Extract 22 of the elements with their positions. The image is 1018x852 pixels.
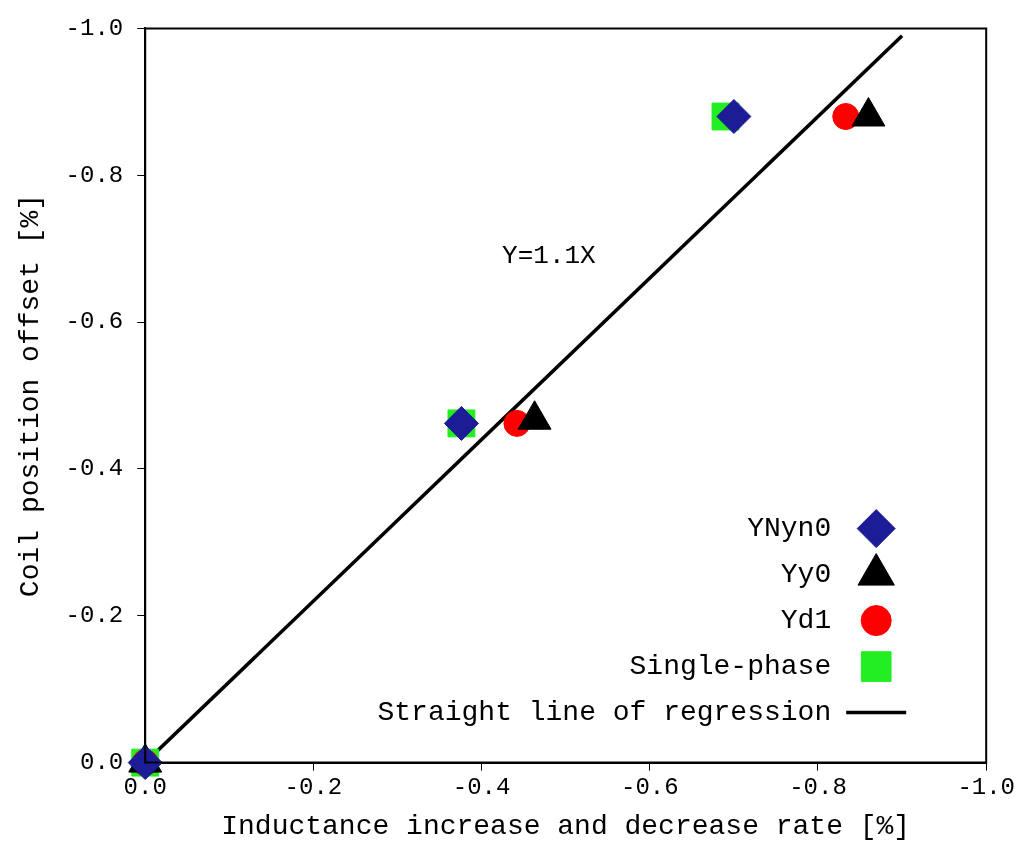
y-tick-label: -0.2 — [65, 602, 124, 630]
x-tick-label: -1.0 — [957, 774, 1015, 802]
legend-label: YNyn0 — [747, 513, 832, 545]
annotation: Y=1.1X — [502, 240, 597, 271]
point — [832, 103, 860, 130]
x-tick-label: -0.8 — [789, 774, 847, 802]
legend-label: Yy0 — [780, 559, 832, 591]
y-tick-label: -0.4 — [65, 455, 124, 483]
y-tick-label: 0.0 — [79, 748, 124, 776]
legend-label: Single-phase — [629, 651, 832, 683]
x-tick-label: -0.4 — [452, 774, 511, 802]
x-tick-label: 0.0 — [123, 774, 167, 802]
y-tick-label: -1.0 — [65, 14, 124, 42]
legend-label: Straight line of regression — [377, 697, 832, 729]
y-tick-label: -0.6 — [65, 308, 124, 336]
legend-label: Yd1 — [780, 605, 832, 637]
x-tick-label: -0.2 — [284, 774, 343, 802]
y-tick-label: -0.8 — [65, 161, 124, 189]
y-axis-title: Coil position offset [%] — [15, 193, 47, 598]
x-tick-label: -0.6 — [621, 774, 679, 802]
point — [716, 99, 752, 134]
x-axis-title: Inductance increase and decrease rate [%] — [221, 810, 911, 842]
